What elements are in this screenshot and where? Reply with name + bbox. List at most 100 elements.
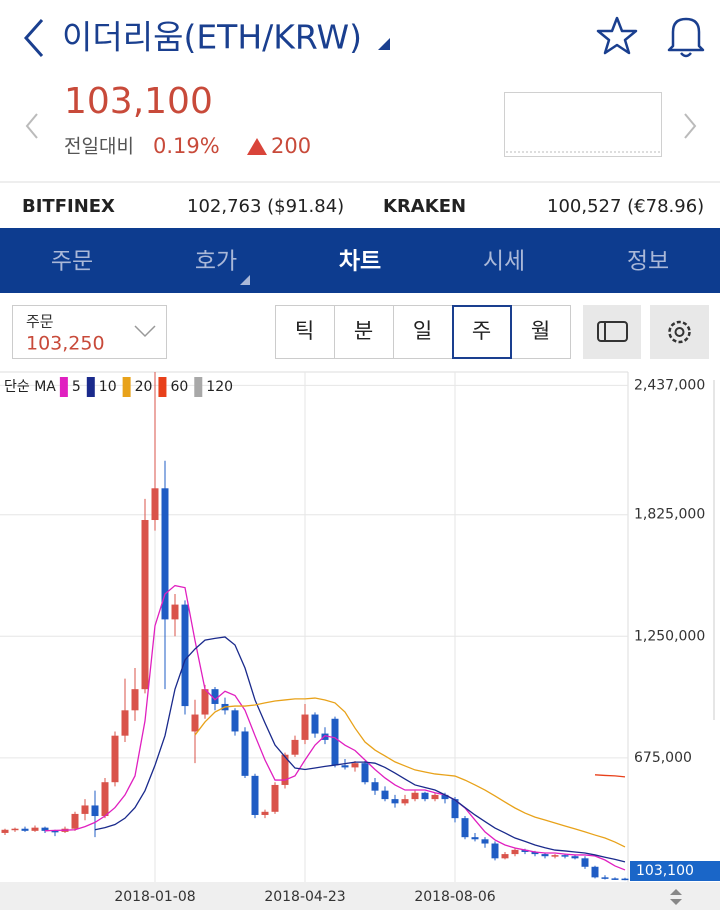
candle-body bbox=[151, 488, 159, 521]
tab[interactable]: 시세 bbox=[483, 249, 525, 275]
period-selected bbox=[452, 305, 512, 359]
candle-body bbox=[201, 689, 209, 715]
legend-title: 단순 MA bbox=[4, 379, 56, 395]
legend-label: 20 bbox=[135, 379, 153, 395]
settings-button[interactable] bbox=[650, 305, 709, 359]
candle-body bbox=[301, 714, 309, 740]
legend-swatch bbox=[86, 377, 95, 397]
resize-handle[interactable] bbox=[670, 899, 682, 905]
candle-body bbox=[11, 828, 19, 831]
exchange-price: 100,527 (€78.96) bbox=[547, 196, 704, 217]
candle-body bbox=[431, 794, 439, 800]
resize-handle[interactable] bbox=[670, 889, 682, 895]
candle-body bbox=[81, 805, 89, 814]
current-price: 103,100 bbox=[64, 81, 213, 122]
candle-body bbox=[491, 843, 499, 859]
layout-icon bbox=[597, 321, 628, 342]
order-dropdown[interactable] bbox=[134, 325, 156, 338]
candle-body bbox=[361, 763, 369, 783]
prev-button[interactable] bbox=[25, 113, 38, 139]
legend-label: 120 bbox=[206, 379, 233, 395]
candle-body bbox=[181, 604, 189, 707]
candle-body bbox=[441, 794, 449, 800]
order-label: 주문 bbox=[26, 313, 54, 331]
coin-title[interactable]: 이더리움(ETH/KRW) bbox=[62, 18, 362, 57]
candle-body bbox=[191, 714, 199, 732]
legend-label: 5 bbox=[72, 379, 81, 395]
candle-body bbox=[591, 866, 599, 878]
candle-body bbox=[381, 790, 389, 800]
candle-body bbox=[211, 689, 219, 704]
back-button[interactable] bbox=[23, 19, 44, 57]
period-label[interactable]: 일 bbox=[413, 319, 432, 343]
up-arrow bbox=[247, 138, 267, 155]
candle-body bbox=[51, 830, 59, 833]
candle-body bbox=[521, 849, 529, 852]
candle-body bbox=[581, 858, 589, 867]
settings-icon bbox=[668, 320, 691, 344]
change-label: 전일대비 bbox=[64, 136, 134, 158]
alert-button[interactable] bbox=[667, 17, 705, 58]
candle-body bbox=[101, 782, 109, 817]
period-label[interactable]: 분 bbox=[354, 319, 373, 343]
candle-body bbox=[271, 784, 279, 812]
candle-body bbox=[601, 877, 609, 879]
candle-body bbox=[451, 799, 459, 819]
y-tick-label: 1,250,000 bbox=[634, 628, 705, 644]
candle-body bbox=[161, 488, 169, 620]
period-label[interactable]: 월 bbox=[531, 319, 550, 343]
ma-line bbox=[44, 584, 626, 871]
candle-body bbox=[531, 851, 539, 855]
candle-body bbox=[501, 854, 509, 859]
x-axis-band bbox=[0, 882, 720, 910]
tab[interactable]: 호가 bbox=[195, 249, 237, 275]
candle-body bbox=[411, 792, 419, 800]
candle-body bbox=[121, 710, 129, 736]
ma-line bbox=[94, 636, 626, 863]
last-price-label: 103,100 bbox=[636, 863, 694, 879]
candle-body bbox=[541, 854, 549, 857]
candle-body bbox=[421, 792, 429, 800]
candle-body bbox=[481, 839, 489, 844]
candle-body bbox=[281, 754, 289, 785]
next-button[interactable] bbox=[684, 113, 697, 139]
candle-body bbox=[131, 689, 139, 711]
period-button[interactable] bbox=[511, 305, 571, 359]
period-button[interactable] bbox=[334, 305, 394, 359]
candle-body bbox=[471, 837, 479, 840]
candle-body bbox=[141, 520, 149, 690]
y-tick-label: 1,825,000 bbox=[634, 507, 705, 523]
tab-bar bbox=[0, 228, 720, 293]
x-tick-label: 2018-04-23 bbox=[264, 889, 345, 905]
period-button[interactable] bbox=[452, 305, 512, 359]
period-label[interactable]: 틱 bbox=[295, 319, 314, 343]
candle-body bbox=[171, 604, 179, 620]
candle-body bbox=[571, 856, 579, 859]
y-tick-label: 675,000 bbox=[634, 750, 692, 766]
tab[interactable]: 정보 bbox=[627, 249, 669, 275]
candle-body bbox=[401, 799, 409, 804]
period-label[interactable]: 주 bbox=[472, 319, 491, 343]
candle-body bbox=[551, 855, 559, 857]
candle-body bbox=[561, 855, 569, 857]
candle-body bbox=[351, 763, 359, 768]
dropdown-arrow[interactable] bbox=[378, 38, 390, 50]
period-button[interactable] bbox=[275, 305, 335, 359]
candle-body bbox=[71, 813, 79, 829]
favorite-button[interactable] bbox=[596, 16, 638, 55]
candle-body bbox=[41, 827, 49, 831]
layout-button[interactable] bbox=[583, 305, 641, 359]
legend-swatch bbox=[194, 377, 203, 397]
candle-body bbox=[371, 782, 379, 791]
candle-body bbox=[461, 818, 469, 838]
x-tick-label: 2018-08-06 bbox=[414, 889, 495, 905]
candle-body bbox=[611, 878, 619, 880]
candle-body bbox=[511, 849, 519, 855]
legend-swatch bbox=[122, 377, 131, 397]
candle-body bbox=[331, 718, 339, 766]
tab[interactable]: 차트 bbox=[339, 249, 381, 275]
candle-body bbox=[251, 775, 259, 815]
tab[interactable]: 주문 bbox=[51, 249, 93, 275]
